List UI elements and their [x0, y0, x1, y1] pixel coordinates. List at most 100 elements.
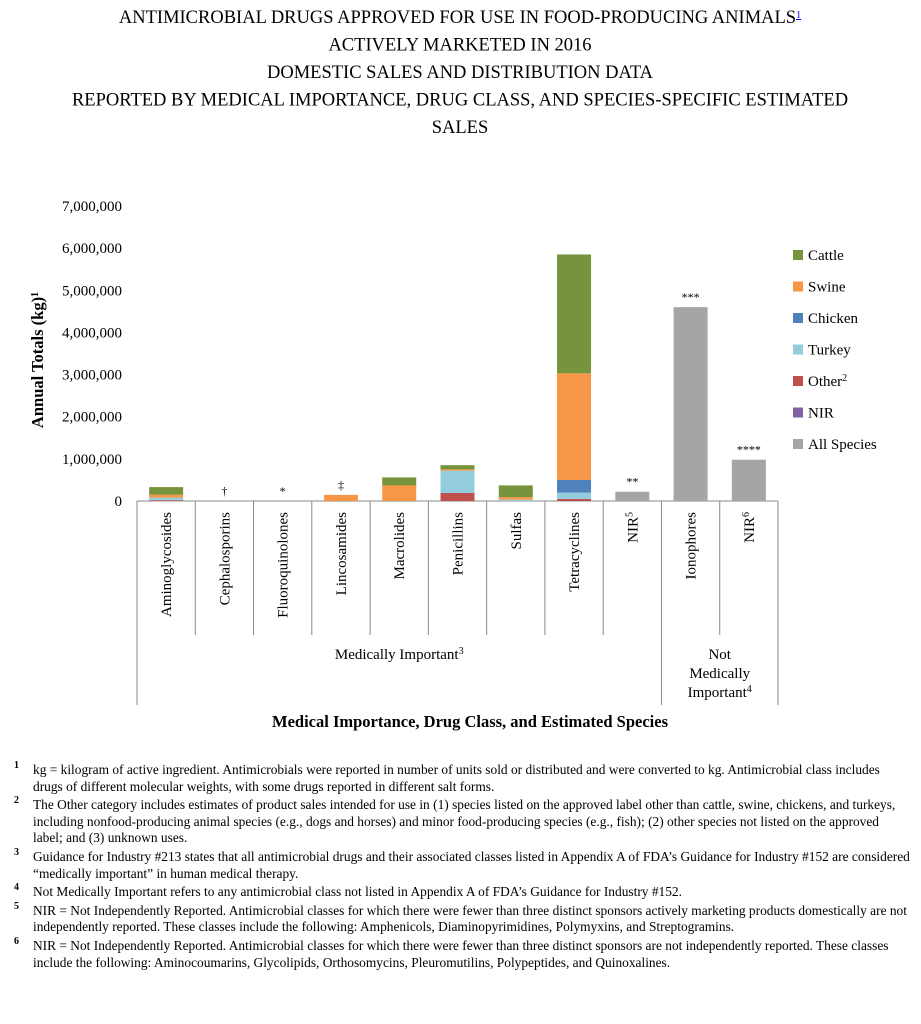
text-part: SALES — [432, 118, 489, 138]
x-tick-label: Cephalosporins — [217, 512, 233, 605]
text-part: NIR — [625, 517, 641, 543]
text-part: NIR — [742, 517, 758, 543]
text-part: Not — [708, 647, 731, 663]
legend-swatch — [793, 281, 803, 292]
bar-segment — [149, 494, 184, 498]
text-part: Cephalosporins — [217, 512, 233, 605]
text-part: Cattle — [808, 248, 844, 264]
text-part: Tetracyclines — [567, 512, 583, 592]
text-part: Penicillins — [451, 512, 467, 575]
legend-swatch — [793, 376, 803, 386]
footnote: 6 NIR = Not Independently Reported. Antim… — [0, 936, 921, 971]
legend-label: Other2 — [808, 373, 847, 391]
bar-segment — [498, 485, 533, 498]
y-tick-label: 3,000,000 — [62, 368, 122, 384]
x-tick-label: Tetracyclines — [567, 512, 583, 592]
superscript: 1 — [796, 10, 801, 21]
bar-annotation: *** — [682, 290, 700, 304]
legend-label: Swine — [808, 280, 846, 296]
footnote-text: kg = kilogram of active ingredient. Anti… — [33, 762, 880, 794]
chart-title: REPORTED BY MEDICAL IMPORTANCE, DRUG CLA… — [72, 91, 848, 111]
group-label: Medically Important3 — [335, 646, 464, 664]
bar-segment — [382, 485, 417, 501]
bar-segment — [557, 373, 592, 480]
footnote-mark: 3 — [14, 846, 19, 858]
bar-annotation: ‡ — [338, 478, 344, 492]
bar-annotation: † — [221, 484, 227, 498]
bar-segment — [382, 477, 417, 486]
legend-swatch — [793, 344, 803, 355]
x-tick-label: NIR5 — [624, 512, 642, 543]
y-tick-label: 4,000,000 — [62, 325, 122, 341]
bar-segment — [731, 459, 766, 501]
bar-segment — [557, 479, 592, 493]
footnote-mark: 6 — [14, 935, 19, 947]
text-part: Annual Totals (kg) — [28, 297, 47, 428]
bar-segment — [323, 494, 358, 501]
legend-swatch — [793, 439, 803, 449]
footnote-text: The Other category includes estimates of… — [33, 797, 896, 846]
y-tick-label: 1,000,000 — [62, 452, 122, 468]
bar-segment — [149, 487, 184, 495]
bar-annotation: ** — [626, 475, 638, 489]
footnote-mark: 2 — [14, 795, 19, 807]
superscript: 6 — [740, 512, 751, 517]
x-tick-label: Fluoroquinolones — [276, 512, 292, 618]
bar-segment — [440, 465, 475, 470]
x-tick-label: Aminoglycosides — [159, 512, 175, 617]
legend-label: Turkey — [808, 343, 851, 359]
chart-title: SALES — [432, 118, 489, 138]
text-part: Medically — [689, 666, 750, 682]
chart-title: ANTIMICROBIAL DRUGS APPROVED FOR USE IN … — [119, 8, 801, 28]
bar-segment — [149, 500, 184, 501]
legend-swatch — [793, 407, 803, 418]
legend-swatch — [793, 313, 803, 323]
legend-label: Cattle — [808, 248, 844, 264]
footnote-text: NIR = Not Independently Reported. Antimi… — [33, 902, 907, 935]
footnote-mark: 5 — [14, 900, 19, 912]
footnotes: 1 kg = kilogram of active ingredient. Ant… — [0, 760, 921, 973]
legend-label: Chicken — [808, 311, 858, 327]
text-part: Medically Important — [335, 647, 460, 663]
chart: ANTIMICROBIAL DRUGS APPROVED FOR USE IN … — [28, 8, 877, 731]
text-part: All Species — [808, 437, 877, 453]
superscript: 3 — [459, 646, 464, 657]
text-part: Aminoglycosides — [159, 512, 175, 617]
text-part: Other — [808, 374, 842, 390]
group-label: Not — [708, 647, 731, 663]
group-label: Important4 — [688, 684, 752, 702]
text-part: DOMESTIC SALES AND DISTRIBUTION DATA — [267, 63, 654, 83]
text-part: Chicken — [808, 311, 858, 327]
footnote: 1 kg = kilogram of active ingredient. Ant… — [0, 760, 921, 795]
footnote-text: Guidance for Industry #213 states that a… — [33, 848, 910, 881]
footnote: 5 NIR = Not Independently Reported. Antim… — [0, 901, 921, 936]
text-part: NIR — [808, 406, 834, 422]
x-tick-label: Macrolides — [392, 512, 408, 580]
text-part: Ionophores — [684, 512, 700, 580]
x-axis-title: Medical Importance, Drug Class, and Esti… — [272, 712, 669, 731]
footnote-text: NIR = Not Independently Reported. Antimi… — [33, 937, 889, 970]
y-tick-label: 2,000,000 — [62, 410, 122, 426]
bar-segment — [615, 491, 650, 501]
y-axis-title: Annual Totals (kg)1 — [28, 292, 47, 428]
text-part: ACTIVELY MARKETED IN 2016 — [328, 36, 591, 56]
bar-segment — [440, 470, 475, 493]
legend-swatch — [793, 250, 803, 260]
superscript: 5 — [624, 512, 635, 517]
x-tick-label: Lincosamides — [334, 512, 350, 595]
text-part: Lincosamides — [334, 512, 350, 595]
text-part: Fluoroquinolones — [276, 512, 292, 618]
bar-segment — [440, 492, 475, 501]
footnote-mark: 4 — [14, 882, 19, 894]
bar-segment — [557, 498, 592, 501]
x-tick-label: Sulfas — [509, 512, 525, 550]
bar-annotation: **** — [737, 443, 761, 457]
footnote: 4 Not Medically Important refers to any a… — [0, 882, 921, 901]
group-label: Medically — [689, 666, 750, 682]
text-part: Important — [688, 685, 748, 701]
legend-label: NIR — [808, 406, 834, 422]
bar-segment — [498, 499, 533, 501]
x-tick-label: NIR6 — [740, 512, 758, 543]
x-tick-label: Penicillins — [451, 512, 467, 575]
